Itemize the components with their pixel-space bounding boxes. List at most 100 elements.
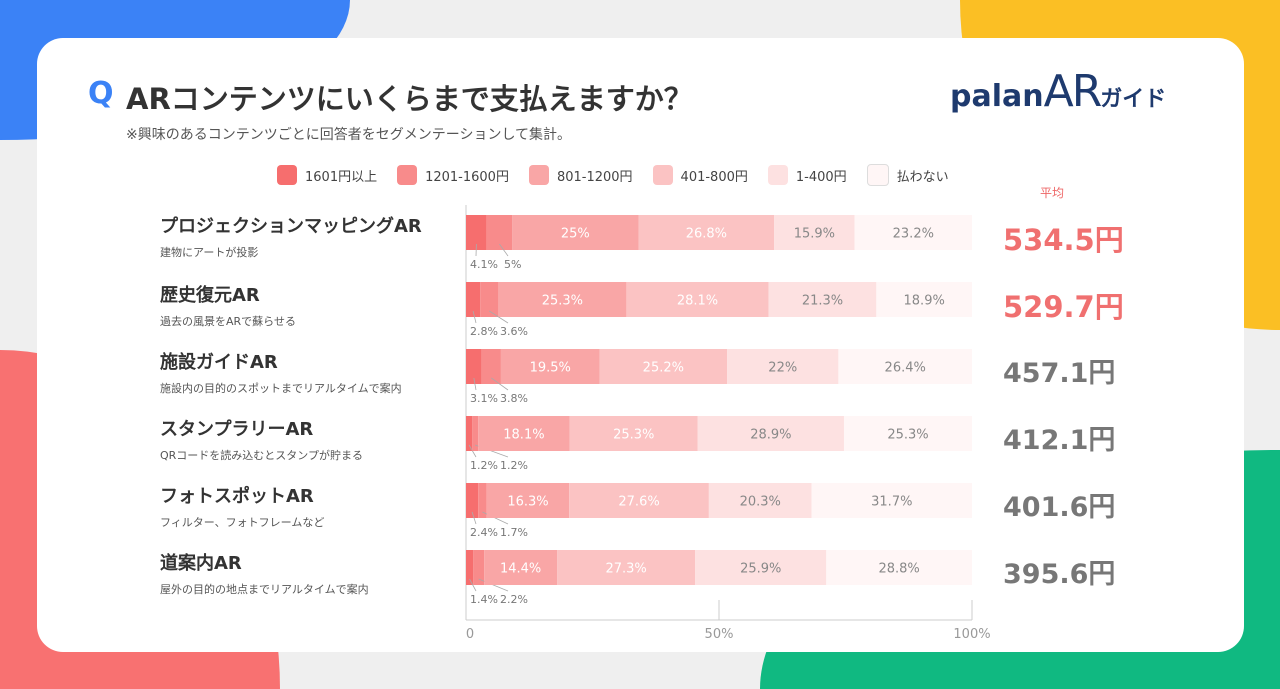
bar-segment [498, 282, 627, 317]
legend: 1601円以上 1201-1600円 801-1200円 401-800円 1-400円… [277, 164, 949, 186]
bar-segment [708, 483, 812, 518]
category-name: 歴史復元AR [160, 285, 260, 306]
bar-segment [569, 483, 709, 518]
bar-segment [466, 282, 481, 317]
bar-segment [466, 215, 487, 250]
bar-segment [466, 349, 482, 384]
bar-segment [557, 550, 696, 585]
data-label: 18.1% [503, 428, 544, 443]
data-label: 3.6% [500, 325, 528, 338]
data-label: 28.9% [750, 428, 791, 443]
data-label: 15.9% [794, 227, 835, 242]
data-label: 26.8% [686, 227, 727, 242]
data-label: 25.3% [613, 428, 654, 443]
data-label: 25% [561, 227, 590, 242]
legend-label: 1201-1600円 [425, 169, 509, 185]
bar-segment [638, 215, 775, 250]
category-desc: 屋外の目的の地点までリアルタイムで案内 [160, 583, 369, 596]
leader-line [472, 310, 477, 324]
bar-segment [466, 483, 479, 518]
category-desc: 建物にアートが投影 [160, 246, 259, 259]
data-label: 2.4% [470, 526, 498, 539]
bar-segment [768, 282, 877, 317]
legend-label: 払わない [896, 169, 949, 185]
category-desc: 過去の風景をARで蘇らせる [160, 315, 296, 328]
category-label: 施設ガイドAR 施設内の目的のスポットまでリアルタイムで案内 [160, 348, 402, 396]
data-label: 21.3% [802, 294, 843, 309]
legend-item: 1601円以上 [277, 164, 377, 186]
legend-swatch [528, 165, 549, 185]
average-value: 534.5円 [1003, 223, 1124, 257]
data-label: 5% [504, 258, 521, 271]
bar-segment [626, 282, 769, 317]
legend-swatch [767, 165, 788, 185]
category-desc: フィルター、フォトフレームなど [160, 516, 325, 529]
data-label: 28.8% [878, 562, 919, 577]
bar-segment [727, 349, 839, 384]
data-label: 28.1% [677, 294, 718, 309]
legend-label: 1-400円 [795, 169, 847, 185]
category-desc: 施設内の目的のスポットまでリアルタイムで案内 [160, 382, 402, 395]
bar-segment [478, 483, 487, 518]
bar-segment [473, 550, 485, 585]
bar-segment [695, 550, 827, 585]
legend-item: 払わない [866, 164, 949, 186]
data-label: 26.4% [885, 361, 926, 376]
category-name: 道案内AR [160, 553, 242, 574]
data-label: 25.3% [887, 428, 928, 443]
legend-swatch [652, 165, 673, 185]
category-name: プロジェクションマッピングAR [160, 216, 422, 237]
logo-ar: AR [1043, 66, 1103, 117]
data-label: 1.7% [500, 526, 528, 539]
bar-segment [843, 416, 972, 451]
data-label: 23.2% [893, 227, 934, 242]
category-name: 施設ガイドAR [160, 352, 278, 373]
bar-segment [466, 416, 473, 451]
bar-segment [854, 215, 972, 250]
bar-segment [512, 215, 639, 250]
average-value: 395.6円 [1003, 559, 1116, 590]
data-label: 18.9% [904, 294, 945, 309]
q-icon: Q [88, 76, 114, 111]
leader-line [471, 511, 477, 525]
data-label: 20.3% [740, 495, 781, 510]
data-label: 25.3% [542, 294, 583, 309]
data-label: 3.1% [470, 392, 498, 405]
bar-segment [486, 215, 513, 250]
average-value: 457.1円 [1003, 358, 1116, 389]
legend-label: 1601円以上 [305, 169, 378, 185]
data-label: 1.2% [470, 459, 498, 472]
category-label: 歴史復元AR 過去の風景をARで蘇らせる [160, 281, 296, 329]
category-label: フォトスポットAR フィルター、フォトフレームなど [160, 482, 324, 530]
bar-segment [697, 416, 844, 451]
data-label: 25.9% [740, 562, 781, 577]
bar-segment [811, 483, 972, 518]
bar-segment [484, 550, 558, 585]
bar-segment [478, 416, 570, 451]
bar-segment [599, 349, 728, 384]
x-tick-label: 100% [953, 627, 990, 642]
data-label: 31.7% [871, 495, 912, 510]
logo-guide: ガイド [1100, 87, 1167, 112]
category-name: スタンプラリーAR [160, 419, 314, 440]
leader-line [473, 377, 477, 391]
bar-segment [486, 483, 570, 518]
bar-segment [472, 416, 479, 451]
legend-label: 401-800円 [680, 169, 748, 185]
logo: palanARガイド [950, 66, 1166, 117]
bar-segment [876, 282, 972, 317]
data-label: 3.8% [500, 392, 528, 405]
logo-text: palan [950, 79, 1044, 114]
bar-segment [500, 349, 600, 384]
bar-segment [569, 416, 698, 451]
chart-subtitle: ※興味のあるコンテンツごとに回答者をセグメンテーションして集計。 [126, 127, 572, 143]
bar-segment [826, 550, 972, 585]
data-label: 22% [768, 361, 797, 376]
data-label: 2.8% [470, 325, 498, 338]
data-label: 1.4% [470, 593, 498, 606]
legend-item: 401-800円 [652, 164, 748, 186]
category-name: フォトスポットAR [160, 486, 314, 507]
average-value: 401.6円 [1003, 492, 1116, 523]
average-value: 529.7円 [1003, 290, 1124, 324]
